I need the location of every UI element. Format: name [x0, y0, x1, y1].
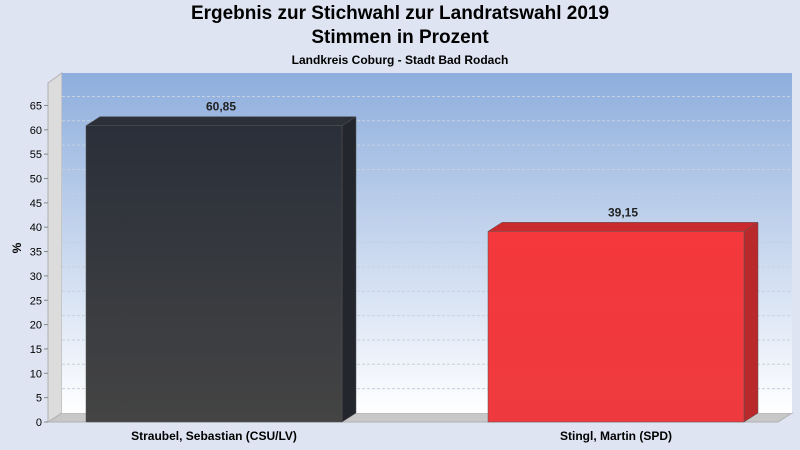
bar-front [487, 231, 745, 423]
bar-side [743, 221, 759, 423]
bar-top [85, 116, 357, 126]
y-tick-label: 45 [30, 198, 42, 210]
bar [487, 221, 759, 423]
y-tick-label: 5 [36, 393, 42, 405]
bar-value-label: 39,15 [608, 205, 638, 219]
y-tick-label: 10 [30, 368, 42, 380]
chart-title: Ergebnis zur Stichwahl zur Landratswahl … [190, 3, 610, 24]
bar-top [487, 222, 759, 232]
y-tick-label: 50 [30, 174, 42, 186]
bar-side [341, 116, 357, 423]
y-tick-label: 40 [30, 222, 42, 234]
y-axis-label: % [10, 242, 24, 253]
y-tick-label: 0 [36, 417, 42, 429]
bar-front [85, 125, 343, 423]
chart-title-line-2: Stimmen in Prozent [311, 27, 489, 48]
x-category-label: Straubel, Sebastian (CSU/LV) [131, 429, 297, 443]
chart-subtitle: Landkreis Coburg - Stadt Bad Rodach [291, 53, 509, 67]
y-tick-label: 55 [30, 149, 42, 161]
y-tick-label: 65 [30, 100, 42, 112]
y-tick-label: 20 [30, 320, 42, 332]
y-tick-label: 60 [30, 125, 42, 137]
y-tick-label: 35 [30, 247, 42, 259]
bar-value-label: 60,85 [206, 100, 236, 114]
y-tick-label: 15 [30, 344, 42, 356]
y-tick-label: 30 [30, 271, 42, 283]
y-tick-label: 25 [30, 295, 42, 307]
x-category-label: Stingl, Martin (SPD) [560, 429, 672, 443]
bar [85, 116, 357, 423]
